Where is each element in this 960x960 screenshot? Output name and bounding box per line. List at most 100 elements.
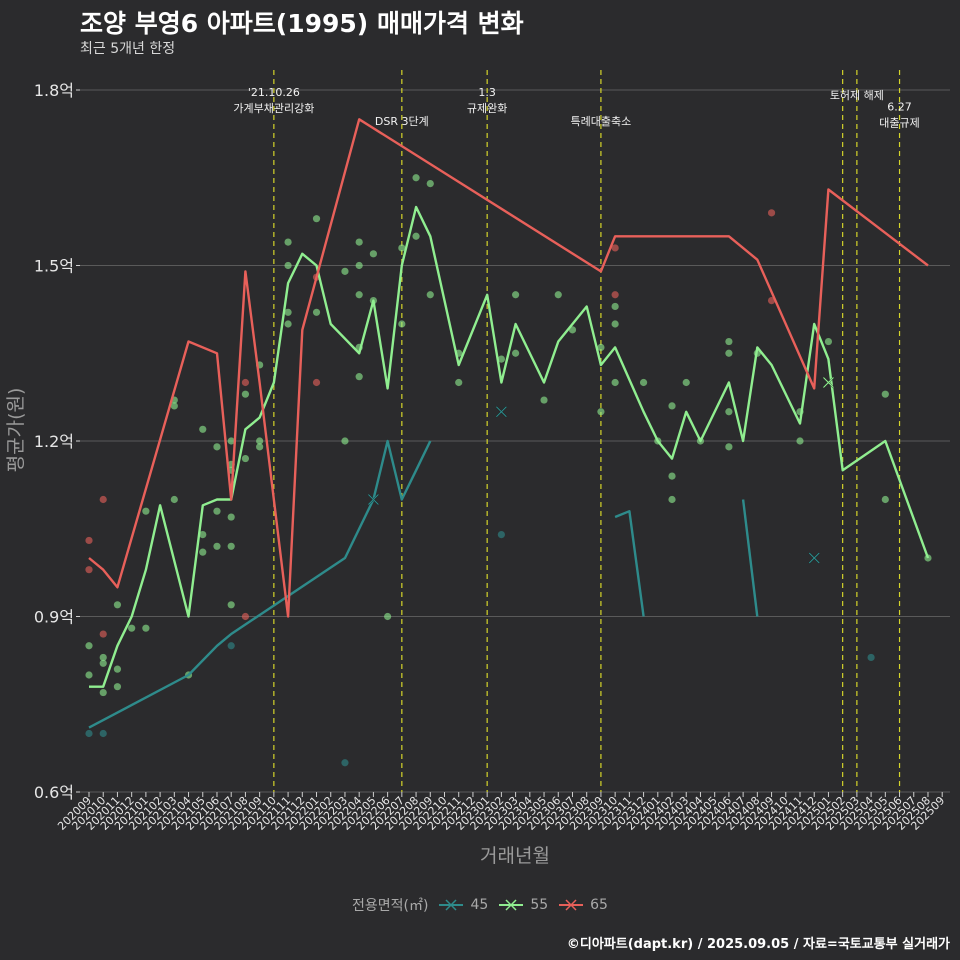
scatter-point-55 [639, 378, 648, 387]
scatter-point-65 [312, 378, 321, 387]
scatter-point-65 [611, 291, 619, 299]
scatter-point-55 [668, 402, 676, 410]
y-tick-label: 0.6억 [34, 783, 74, 802]
scatter-point-55 [170, 495, 178, 504]
series-marker-45 [808, 552, 820, 564]
legend-key-65 [559, 899, 584, 911]
chart-title: 조양 부영6 아파트(1995) 매매가격 변화 [80, 9, 524, 38]
scatter-point-55 [128, 624, 136, 632]
scatter-point-55 [796, 437, 804, 445]
scatter-point-45 [497, 531, 505, 539]
scatter-point-65 [99, 495, 107, 504]
series-line-45 [741, 499, 759, 617]
event-label: 가계부채관리강화 [233, 102, 314, 115]
scatter-point-55 [682, 378, 690, 387]
scatter-point-55 [241, 390, 250, 398]
scatter-point-55 [142, 624, 150, 632]
scatter-point-55 [256, 437, 264, 445]
event-label: '21.10.26 [248, 86, 300, 99]
series-line-55 [89, 205, 930, 688]
y-tick-label: 1.5억 [34, 257, 74, 276]
scatter-point-55 [99, 659, 107, 667]
legend-key-45 [439, 899, 464, 911]
scatter-point-55 [213, 542, 221, 550]
scatter-point-55 [284, 238, 292, 246]
event-label: 특례대출축소 [571, 115, 632, 128]
legend-label-55: 55 [530, 897, 549, 913]
series-marker-45 [367, 493, 379, 506]
scatter-point-55 [213, 443, 221, 451]
scatter-point-55 [511, 349, 520, 357]
legend-label-45: 45 [470, 897, 489, 913]
event-label: 토허제 해제 [830, 88, 884, 102]
scatter-point-55 [426, 291, 434, 299]
scatter-point-55 [113, 601, 122, 609]
scatter-point-55 [881, 390, 889, 398]
y-tick-label: 0.9억 [34, 608, 74, 627]
scatter-point-55 [369, 250, 377, 258]
scatter-point-55 [284, 320, 292, 328]
scatter-point-55 [341, 267, 349, 275]
event-label: 대출규제 [879, 116, 919, 129]
scatter-point-55 [199, 548, 207, 556]
x-axis-label: 거래년월 [480, 845, 550, 867]
scatter-point-55 [668, 472, 676, 480]
scatter-point-55 [725, 408, 733, 416]
legend-label-65: 65 [590, 897, 608, 913]
scatter-point-55 [227, 437, 235, 445]
legend-title: 전용면적(㎡) [352, 898, 429, 914]
source-caption: ©디아파트(dapt.kr) / 2025.09.05 / 자료=국토교통부 실… [566, 937, 950, 952]
scatter-point-55 [611, 320, 619, 328]
scatter-point-55 [611, 378, 619, 387]
scatter-point-55 [256, 443, 264, 451]
scatter-point-55 [355, 291, 363, 299]
scatter-point-45 [867, 653, 875, 662]
legend-item-45: 45 [438, 897, 488, 913]
scatter-point-55 [312, 308, 321, 316]
scatter-point-55 [497, 355, 505, 363]
scatter-point-55 [284, 308, 292, 316]
scatter-point-55 [554, 291, 562, 299]
scatter-point-55 [398, 320, 406, 328]
scatter-point-55 [99, 653, 107, 662]
scatter-point-55 [113, 665, 122, 673]
scatter-point-55 [227, 601, 235, 609]
legend-item-65: 65 [558, 897, 608, 913]
scatter-point-55 [284, 261, 292, 270]
scatter-point-55 [142, 507, 150, 515]
scatter-point-55 [540, 396, 548, 404]
scatter-point-55 [312, 215, 321, 223]
scatter-point-55 [725, 337, 733, 346]
y-tick-label: 1.8억 [34, 81, 74, 100]
series-line-65 [88, 118, 929, 618]
scatter-point-65 [85, 536, 93, 545]
series-line-45 [88, 439, 432, 729]
scatter-point-65 [241, 612, 250, 621]
scatter-point-55 [113, 683, 122, 691]
scatter-point-55 [412, 174, 420, 182]
scatter-point-55 [511, 291, 520, 299]
scatter-point-55 [668, 495, 676, 504]
y-axis-label: 평균가(원) [5, 388, 27, 473]
scatter-point-55 [398, 244, 406, 252]
series-marker-55 [822, 376, 835, 389]
series-marker-45 [495, 406, 507, 418]
event-label: DSR 3단계 [375, 115, 429, 128]
series-line-45 [614, 510, 645, 617]
scatter-point-55 [881, 495, 889, 504]
legend: 전용면적(㎡) 45 55 65 [0, 895, 960, 915]
chart-subtitle: 최근 5개년 한정 [80, 41, 176, 57]
event-label: 규제완화 [467, 102, 507, 115]
scatter-point-55 [455, 378, 463, 387]
scatter-point-55 [597, 343, 605, 351]
legend-item-55: 55 [498, 897, 548, 913]
scatter-point-55 [199, 531, 207, 539]
scatter-point-55 [384, 612, 392, 621]
scatter-point-45 [227, 642, 235, 650]
scatter-point-55 [227, 513, 235, 521]
scatter-point-55 [227, 542, 235, 550]
scatter-point-55 [99, 688, 107, 697]
scatter-point-45 [99, 729, 107, 738]
